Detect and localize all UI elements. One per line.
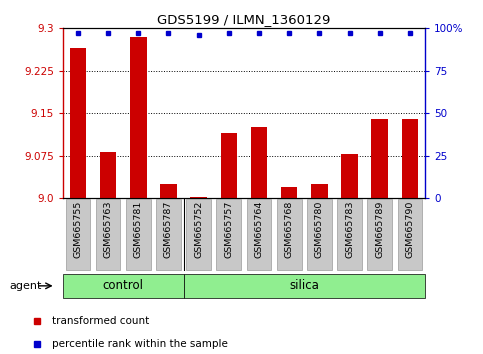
Bar	[402, 119, 418, 198]
FancyBboxPatch shape	[186, 199, 211, 270]
FancyBboxPatch shape	[398, 199, 422, 270]
Text: control: control	[103, 279, 143, 292]
FancyBboxPatch shape	[96, 199, 120, 270]
Text: agent: agent	[10, 281, 42, 291]
Bar	[251, 127, 267, 198]
Text: GSM665790: GSM665790	[405, 200, 414, 258]
FancyBboxPatch shape	[216, 199, 241, 270]
Bar	[70, 48, 86, 198]
FancyBboxPatch shape	[247, 199, 271, 270]
FancyBboxPatch shape	[66, 199, 90, 270]
Bar	[100, 152, 116, 198]
Bar	[341, 154, 358, 198]
Text: GSM665755: GSM665755	[73, 200, 83, 258]
FancyBboxPatch shape	[156, 199, 181, 270]
FancyBboxPatch shape	[277, 199, 301, 270]
Text: GSM665763: GSM665763	[103, 200, 113, 258]
Bar	[160, 184, 177, 198]
FancyBboxPatch shape	[307, 199, 332, 270]
FancyBboxPatch shape	[126, 199, 151, 270]
Text: GSM665752: GSM665752	[194, 200, 203, 258]
Text: percentile rank within the sample: percentile rank within the sample	[53, 339, 228, 349]
Text: GSM665781: GSM665781	[134, 200, 143, 258]
Bar	[311, 184, 327, 198]
Bar	[130, 37, 146, 198]
Text: transformed count: transformed count	[53, 316, 150, 326]
Bar	[190, 197, 207, 198]
Text: GSM665780: GSM665780	[315, 200, 324, 258]
Title: GDS5199 / ILMN_1360129: GDS5199 / ILMN_1360129	[157, 13, 330, 26]
Text: GSM665764: GSM665764	[255, 200, 264, 258]
Bar	[221, 133, 237, 198]
Text: GSM665757: GSM665757	[224, 200, 233, 258]
Bar	[371, 119, 388, 198]
Text: GSM665768: GSM665768	[284, 200, 294, 258]
Text: GSM665789: GSM665789	[375, 200, 384, 258]
FancyBboxPatch shape	[184, 274, 425, 298]
Text: silica: silica	[289, 279, 319, 292]
FancyBboxPatch shape	[368, 199, 392, 270]
FancyBboxPatch shape	[337, 199, 362, 270]
FancyBboxPatch shape	[63, 274, 184, 298]
Text: GSM665787: GSM665787	[164, 200, 173, 258]
Text: GSM665783: GSM665783	[345, 200, 354, 258]
Bar	[281, 187, 298, 198]
